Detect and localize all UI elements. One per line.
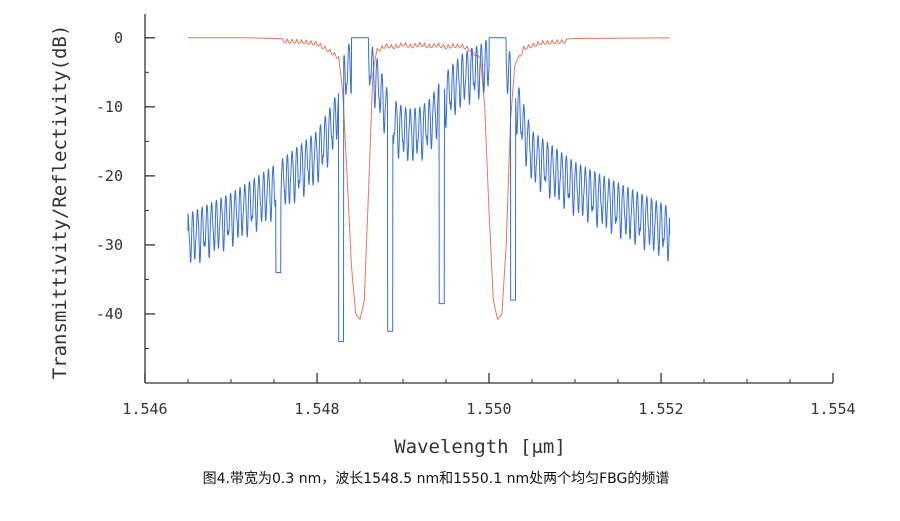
y-tick-label: -40: [96, 305, 123, 323]
x-tick-label: 1.548: [294, 400, 339, 418]
series-line-1: [187, 37, 670, 320]
x-tick-label: 1.554: [810, 400, 855, 418]
y-tick-label: -10: [96, 98, 123, 116]
figure-caption: 图4.带宽为0.3 nm，波长1548.5 nm和1550.1 nm处两个均匀F…: [203, 470, 670, 487]
x-tick-label: 1.546: [122, 400, 167, 418]
x-tick-label: 1.550: [466, 400, 511, 418]
y-axis-title: Transmittivity/Reflectivity(dB): [49, 25, 71, 380]
tick-labels: 1.546 1.548 1.550 1.552 1.554 0 -10 -20 -30 -40: [96, 29, 856, 418]
series-line-2: [187, 37, 671, 343]
axes: [144, 14, 834, 384]
x-axis-title: Wavelength [μm]: [394, 436, 566, 458]
y-tick-label: -30: [96, 236, 123, 254]
y-tick-label: 0: [114, 29, 123, 47]
plot-area: [187, 37, 671, 343]
x-tick-label: 1.552: [638, 400, 683, 418]
y-tick-label: -20: [96, 167, 123, 185]
